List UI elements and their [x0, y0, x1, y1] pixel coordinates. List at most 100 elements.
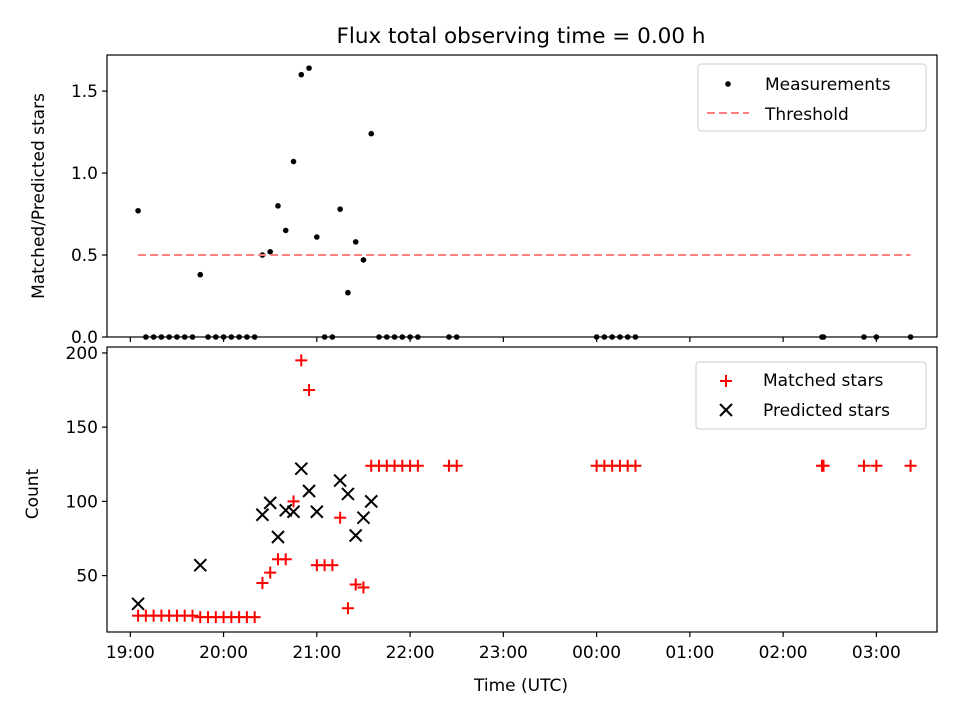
measurement-point [236, 334, 242, 340]
measurement-point [453, 334, 460, 340]
measurement-point [593, 334, 600, 340]
measurement-point [282, 227, 289, 234]
matched-star-point [341, 602, 354, 615]
matched-star-point [349, 578, 362, 591]
legend-predicted-label: Predicted stars [763, 401, 890, 421]
measurement-point [601, 334, 608, 340]
measurement-point [251, 334, 258, 340]
predicted-star-point [364, 494, 378, 509]
bottom-x-tick-label: 22:00 [386, 643, 435, 663]
measurement-point [197, 271, 204, 278]
matched-star-point [450, 459, 463, 472]
bottom-x-tick-label: 02:00 [759, 643, 808, 663]
matched-star-point [279, 553, 292, 566]
legend-measurements-marker [725, 81, 731, 87]
top-axes-frame [106, 54, 938, 338]
measurement-point [306, 65, 312, 71]
matched-star-point [186, 609, 199, 622]
matched-star-point [629, 459, 642, 472]
measurement-point [213, 334, 219, 340]
measurement-point [267, 248, 274, 255]
predicted-star-point [263, 496, 277, 510]
predicted-star-point [271, 530, 285, 544]
measurement-point [360, 257, 367, 263]
measurement-point [368, 130, 375, 137]
predicted-star-point [310, 505, 324, 519]
measurement-point [166, 334, 172, 340]
measurement-point [321, 334, 328, 340]
measurement-point [873, 334, 880, 340]
matched-star-point [326, 559, 339, 572]
bottom-y-tick-label: 150 [66, 418, 98, 438]
measurement-point [189, 334, 196, 340]
measurement-point [337, 206, 343, 212]
matched-star-point [334, 511, 347, 524]
predicted-star-point [333, 473, 347, 488]
top-y-tick-label: 0.0 [71, 328, 98, 348]
measurement-point [143, 334, 149, 340]
top-y-tick-label: 1.0 [71, 164, 98, 184]
bottom-x-tick-label: 21:00 [292, 643, 341, 663]
matched-star-point [357, 581, 370, 594]
bottom-y-tick-label: 50 [76, 567, 98, 587]
matched-star-point [857, 459, 870, 472]
legend-predicted-marker [719, 403, 733, 417]
predicted-star-point [302, 484, 316, 498]
top-y-tick-label: 0.5 [71, 246, 98, 266]
top-legend: Measurements Threshold [697, 63, 927, 132]
measurement-point [383, 334, 390, 340]
measurement-point [181, 334, 188, 340]
predicted-star-point [286, 505, 301, 519]
measurement-point [290, 158, 297, 165]
predicted-star-point [193, 558, 207, 572]
top-plot-area: 0.0 0.5 1.0 1.5 [71, 54, 938, 348]
legend-matched-label: Matched stars [763, 371, 883, 391]
bottom-x-tick-label: 00:00 [572, 643, 621, 663]
bottom-y-axis-label: Count [23, 468, 43, 519]
measurement-point [446, 334, 452, 340]
matched-star-point [870, 459, 883, 472]
measurement-point [407, 334, 413, 340]
measurement-point [345, 289, 351, 296]
measurement-point [907, 334, 914, 340]
bottom-axes-frame [106, 346, 938, 633]
predicted-star-point [131, 597, 145, 611]
measurement-point [135, 207, 141, 214]
measurement-point [624, 334, 631, 340]
bottom-x-tick-label: 03:00 [852, 643, 901, 663]
bottom-x-tick-label: 23:00 [479, 643, 528, 663]
top-y-tick-label: 1.5 [71, 82, 98, 102]
matched-star-point [248, 611, 261, 624]
legend-measurements-label: Measurements [765, 75, 891, 95]
legend-matched-marker [720, 375, 732, 387]
bottom-y-tick-label: 100 [66, 492, 98, 512]
measurement-point [399, 334, 406, 340]
measurement-point [220, 334, 227, 340]
matched-star-point [264, 566, 277, 579]
predicted-star-point [356, 510, 371, 525]
bottom-x-tick-label: 01:00 [665, 643, 714, 663]
matched-star-point [817, 459, 830, 472]
bottom-y-tick-label: 200 [66, 344, 98, 364]
matched-star-point [904, 459, 917, 472]
predicted-star-point [255, 508, 270, 522]
x-axis-label: Time (UTC) [473, 676, 568, 696]
measurement-point [861, 334, 867, 340]
measurement-point [391, 334, 398, 340]
measurement-point [150, 334, 157, 340]
bottom-plot-area: 50 100 150 200 19:00 20:00 21:00 22:00 23:00 00:0… [66, 344, 938, 663]
measurement-point [244, 334, 250, 340]
measurement-point [632, 334, 639, 340]
measurement-point [174, 334, 180, 340]
matched-star-point [295, 354, 308, 367]
measurement-point [820, 334, 827, 340]
bottom-x-tick-label: 20:00 [199, 643, 248, 663]
matched-star-point [287, 495, 300, 508]
measurement-point [329, 334, 336, 340]
matched-star-point [303, 384, 316, 397]
measurement-point [228, 334, 235, 340]
top-legend-box [697, 63, 927, 132]
measurement-point [617, 334, 623, 340]
measurement-point [376, 334, 382, 340]
